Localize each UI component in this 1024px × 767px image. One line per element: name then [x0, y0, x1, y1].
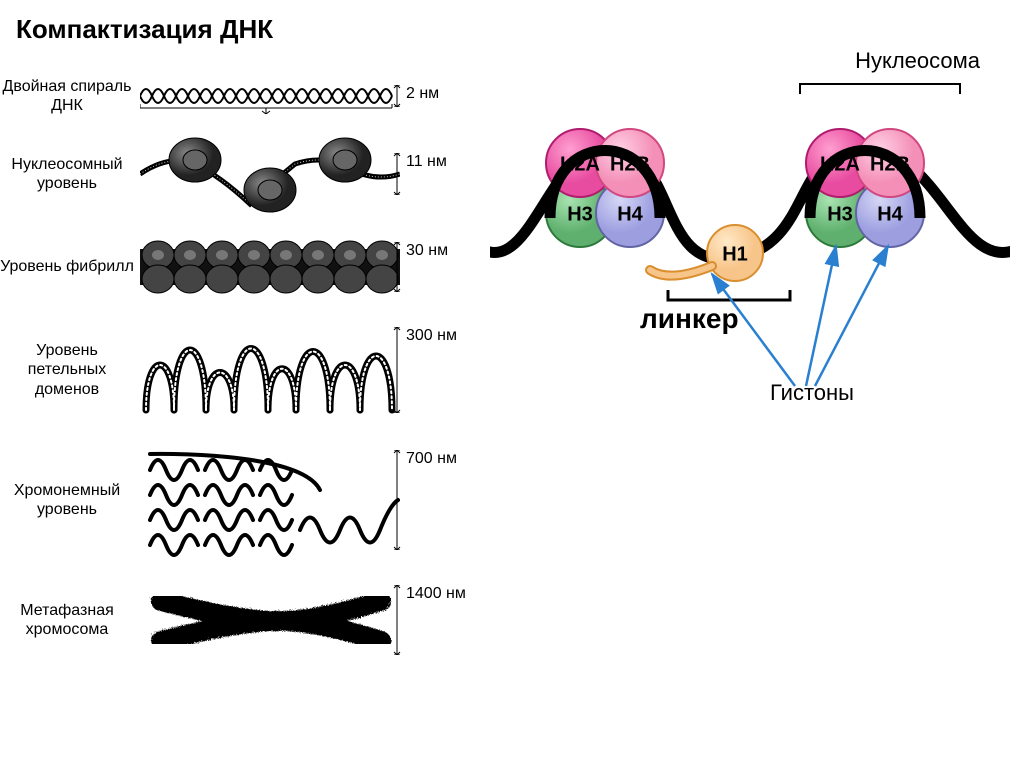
level-size: 700 нм — [400, 450, 470, 550]
histone-h2b-label: H2B — [610, 153, 650, 175]
size-text: 11 нм — [406, 153, 447, 170]
level-graphic-metaphase — [140, 580, 400, 660]
level-graphic-fibril — [140, 235, 400, 299]
level-label: Уровень фибрилл — [0, 257, 140, 276]
level-label: Уровень петельных доменов — [0, 341, 140, 399]
size-text: 1400 нм — [406, 585, 466, 602]
size-text: 300 нм — [406, 327, 457, 344]
page-title: Компактизация ДНК — [16, 14, 273, 45]
level-row: Двойная спираль ДНК 2 нм — [0, 72, 470, 120]
level-size: 2 нм — [400, 85, 470, 107]
size-text: 700 нм — [406, 450, 457, 467]
size-text: 2 нм — [406, 85, 439, 102]
compaction-levels: Двойная спираль ДНК 2 нм — [0, 72, 470, 674]
level-graphic-helix — [140, 78, 400, 114]
level-row: Нуклеосомный уровень — [0, 128, 470, 220]
level-size: 11 нм — [400, 153, 470, 195]
arrow-to-h3 — [806, 246, 836, 386]
histone-h4-label: H4 — [877, 203, 903, 225]
nucleosome-figure: Нуклеосома — [490, 48, 1010, 428]
histone-h3-label: H3 — [827, 203, 853, 225]
histone-h2b-label: H2B — [870, 153, 910, 175]
level-graphic-loops — [140, 320, 400, 420]
histone-h2a-label: H2A — [560, 153, 600, 175]
level-row: Уровень петельных доменов — [0, 314, 470, 426]
level-label: Хромонемный уровень — [0, 481, 140, 519]
level-size: 1400 нм — [400, 585, 470, 655]
histone-h3-label: H3 — [567, 203, 593, 225]
level-size: 300 нм — [400, 327, 470, 413]
level-row: Хромонемный уровень 700 нм — [0, 434, 470, 566]
histone-h1-label: H1 — [722, 243, 748, 265]
level-graphic-chromonema — [140, 440, 400, 560]
level-label: Метафазная хромосома — [0, 601, 140, 639]
size-text: 30 нм — [406, 242, 448, 259]
nucleosome-title: Нуклеосома — [855, 48, 980, 74]
level-graphic-nucleosome — [140, 134, 400, 214]
arrow-to-h4 — [815, 246, 888, 386]
level-row: Уровень фибрилл 30 нм — [0, 228, 470, 306]
linker-label: линкер — [640, 303, 739, 335]
histone-h4-label: H4 — [617, 203, 643, 225]
level-size: 30 нм — [400, 242, 470, 292]
histone-h2a-label: H2A — [820, 153, 860, 175]
nucleosome-svg: H2A H2B H3 H4 H2A H2B H3 H4 H1 — [490, 48, 1010, 428]
level-label: Двойная спираль ДНК — [0, 77, 140, 115]
histone-label: Гистоны — [770, 380, 854, 406]
level-label: Нуклеосомный уровень — [0, 155, 140, 193]
level-row: Метафазная хромосома 1400 нм — [0, 574, 470, 666]
